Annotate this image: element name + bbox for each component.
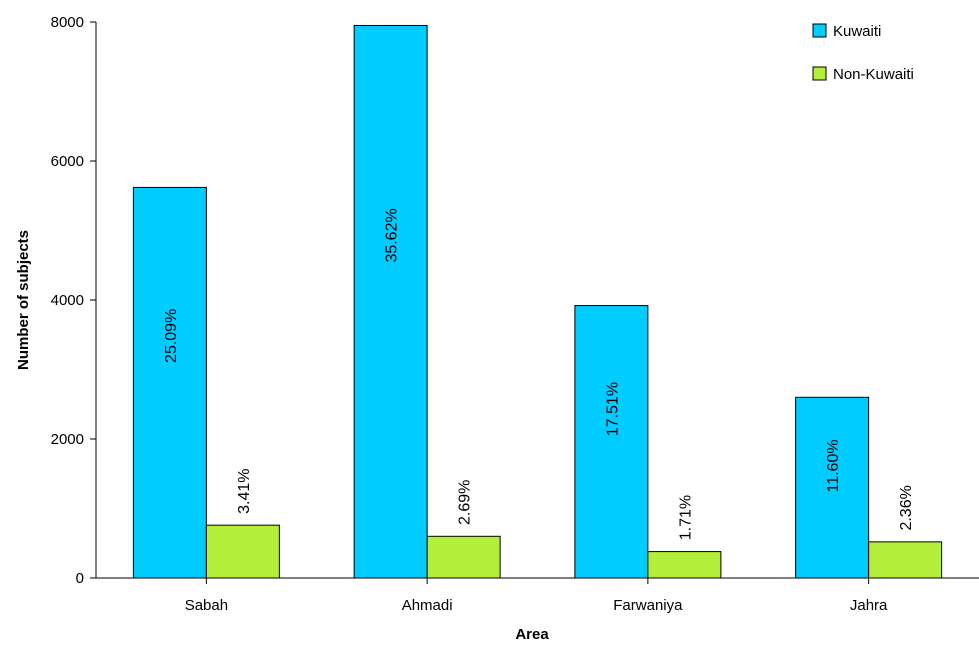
bar-data-label: 25.09%: [163, 309, 180, 363]
y-tick-label: 2000: [51, 431, 84, 448]
bar-data-label: 3.41%: [236, 468, 253, 513]
bar-data-label: 2.36%: [898, 485, 915, 530]
legend-label: Non-Kuwaiti: [833, 66, 914, 83]
legend-swatch: [812, 66, 827, 81]
y-tick-label: 6000: [51, 153, 84, 170]
bar-non-kuwaiti: [647, 551, 722, 579]
bar-non-kuwaiti: [205, 524, 280, 579]
bar-data-label: 2.69%: [457, 480, 474, 525]
y-tick-label: 8000: [51, 14, 84, 31]
bar-data-label: 35.62%: [384, 208, 401, 262]
bar-data-label: 1.71%: [677, 495, 694, 540]
x-tick-label: Jahra: [850, 597, 888, 614]
bar-non-kuwaiti: [426, 535, 501, 579]
bar-non-kuwaiti: [868, 541, 943, 579]
bar-kuwaiti: [353, 24, 428, 579]
legend-label: Kuwaiti: [833, 23, 881, 40]
legend-swatch: [812, 23, 827, 38]
x-tick-label: Ahmadi: [402, 597, 453, 614]
bars: [132, 24, 943, 579]
x-ticks: Sabah Ahmadi Farwaniya Jahra: [185, 578, 888, 614]
bar-labels: 25.09% 3.41% 35.62% 2.69% 17.51% 1.71% 11.60% 2…: [163, 208, 915, 540]
y-ticks: 0 2000 4000 6000 8000: [51, 14, 96, 587]
bar-kuwaiti: [132, 186, 207, 579]
bar-data-label: 17.51%: [604, 382, 621, 436]
legend: Kuwaiti Non-Kuwaiti: [812, 23, 914, 83]
x-tick-label: Sabah: [185, 597, 228, 614]
y-tick-label: 0: [76, 570, 84, 587]
y-axis-title: Number of subjects: [15, 230, 32, 370]
x-axis-title: Area: [515, 626, 549, 643]
bar-kuwaiti: [795, 396, 870, 579]
y-tick-label: 4000: [51, 292, 84, 309]
bar-kuwaiti: [574, 305, 649, 579]
bar-data-label: 11.60%: [825, 439, 842, 492]
x-tick-label: Farwaniya: [613, 597, 683, 614]
